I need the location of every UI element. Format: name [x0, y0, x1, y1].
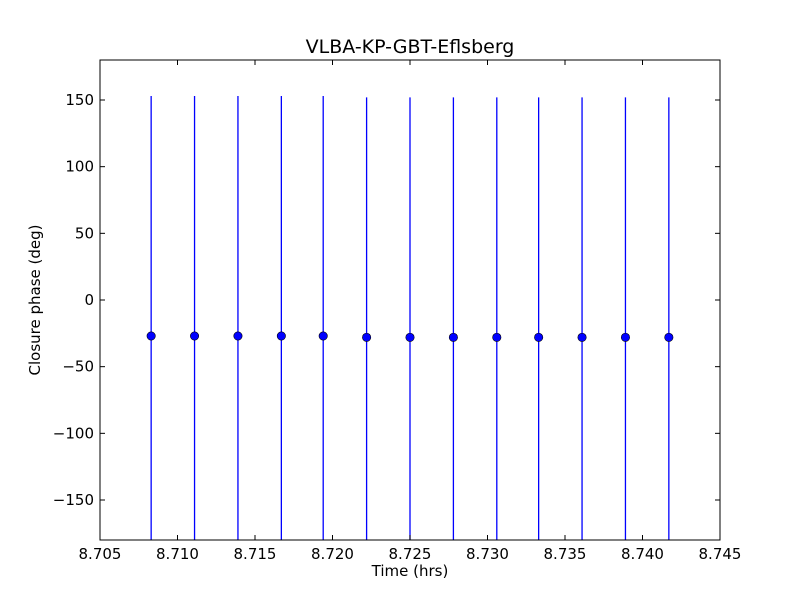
y-axis-label: Closure phase (deg): [26, 225, 44, 376]
x-tick-label: 8.745: [699, 545, 742, 563]
data-point: [405, 332, 415, 342]
y-tick-labels: 150 100 50 0 −50 −100 −150: [53, 91, 94, 509]
data-point: [362, 332, 372, 342]
x-tick-label: 8.735: [544, 545, 587, 563]
data-point: [276, 331, 286, 341]
x-tick-label: 8.740: [621, 545, 664, 563]
y-tick-label: 100: [65, 158, 94, 176]
x-axis-label: Time (hrs): [371, 562, 449, 580]
data-point: [620, 332, 630, 342]
data-point: [233, 331, 243, 341]
x-tick-label: 8.705: [79, 545, 122, 563]
data-point: [146, 331, 156, 341]
x-tick-label: 8.720: [311, 545, 354, 563]
x-tick-label: 8.725: [389, 545, 432, 563]
plot-frame: [99, 59, 721, 541]
data-point: [492, 332, 502, 342]
y-tick-label: −50: [62, 358, 94, 376]
data-point: [664, 332, 674, 342]
data-point: [577, 332, 587, 342]
y-tick-label: 150: [65, 91, 94, 109]
chart-title: VLBA-KP-GBT-Eflsberg: [306, 36, 515, 58]
x-tick-label: 8.715: [234, 545, 277, 563]
error-bars: [150, 96, 670, 540]
data-point: [190, 331, 200, 341]
data-points: [146, 331, 674, 342]
x-tick-labels: 8.705 8.710 8.715 8.720 8.725 8.730 8.735 8.740…: [79, 545, 742, 563]
x-tick-label: 8.730: [466, 545, 509, 563]
y-tick-label: −100: [53, 424, 94, 442]
x-tick-label: 8.710: [156, 545, 199, 563]
y-tick-label: −150: [53, 491, 94, 509]
data-point: [534, 332, 544, 342]
y-tick-label: 0: [84, 291, 94, 309]
y-tick-label: 50: [75, 224, 94, 242]
data-point: [448, 332, 458, 342]
data-point: [318, 331, 328, 341]
